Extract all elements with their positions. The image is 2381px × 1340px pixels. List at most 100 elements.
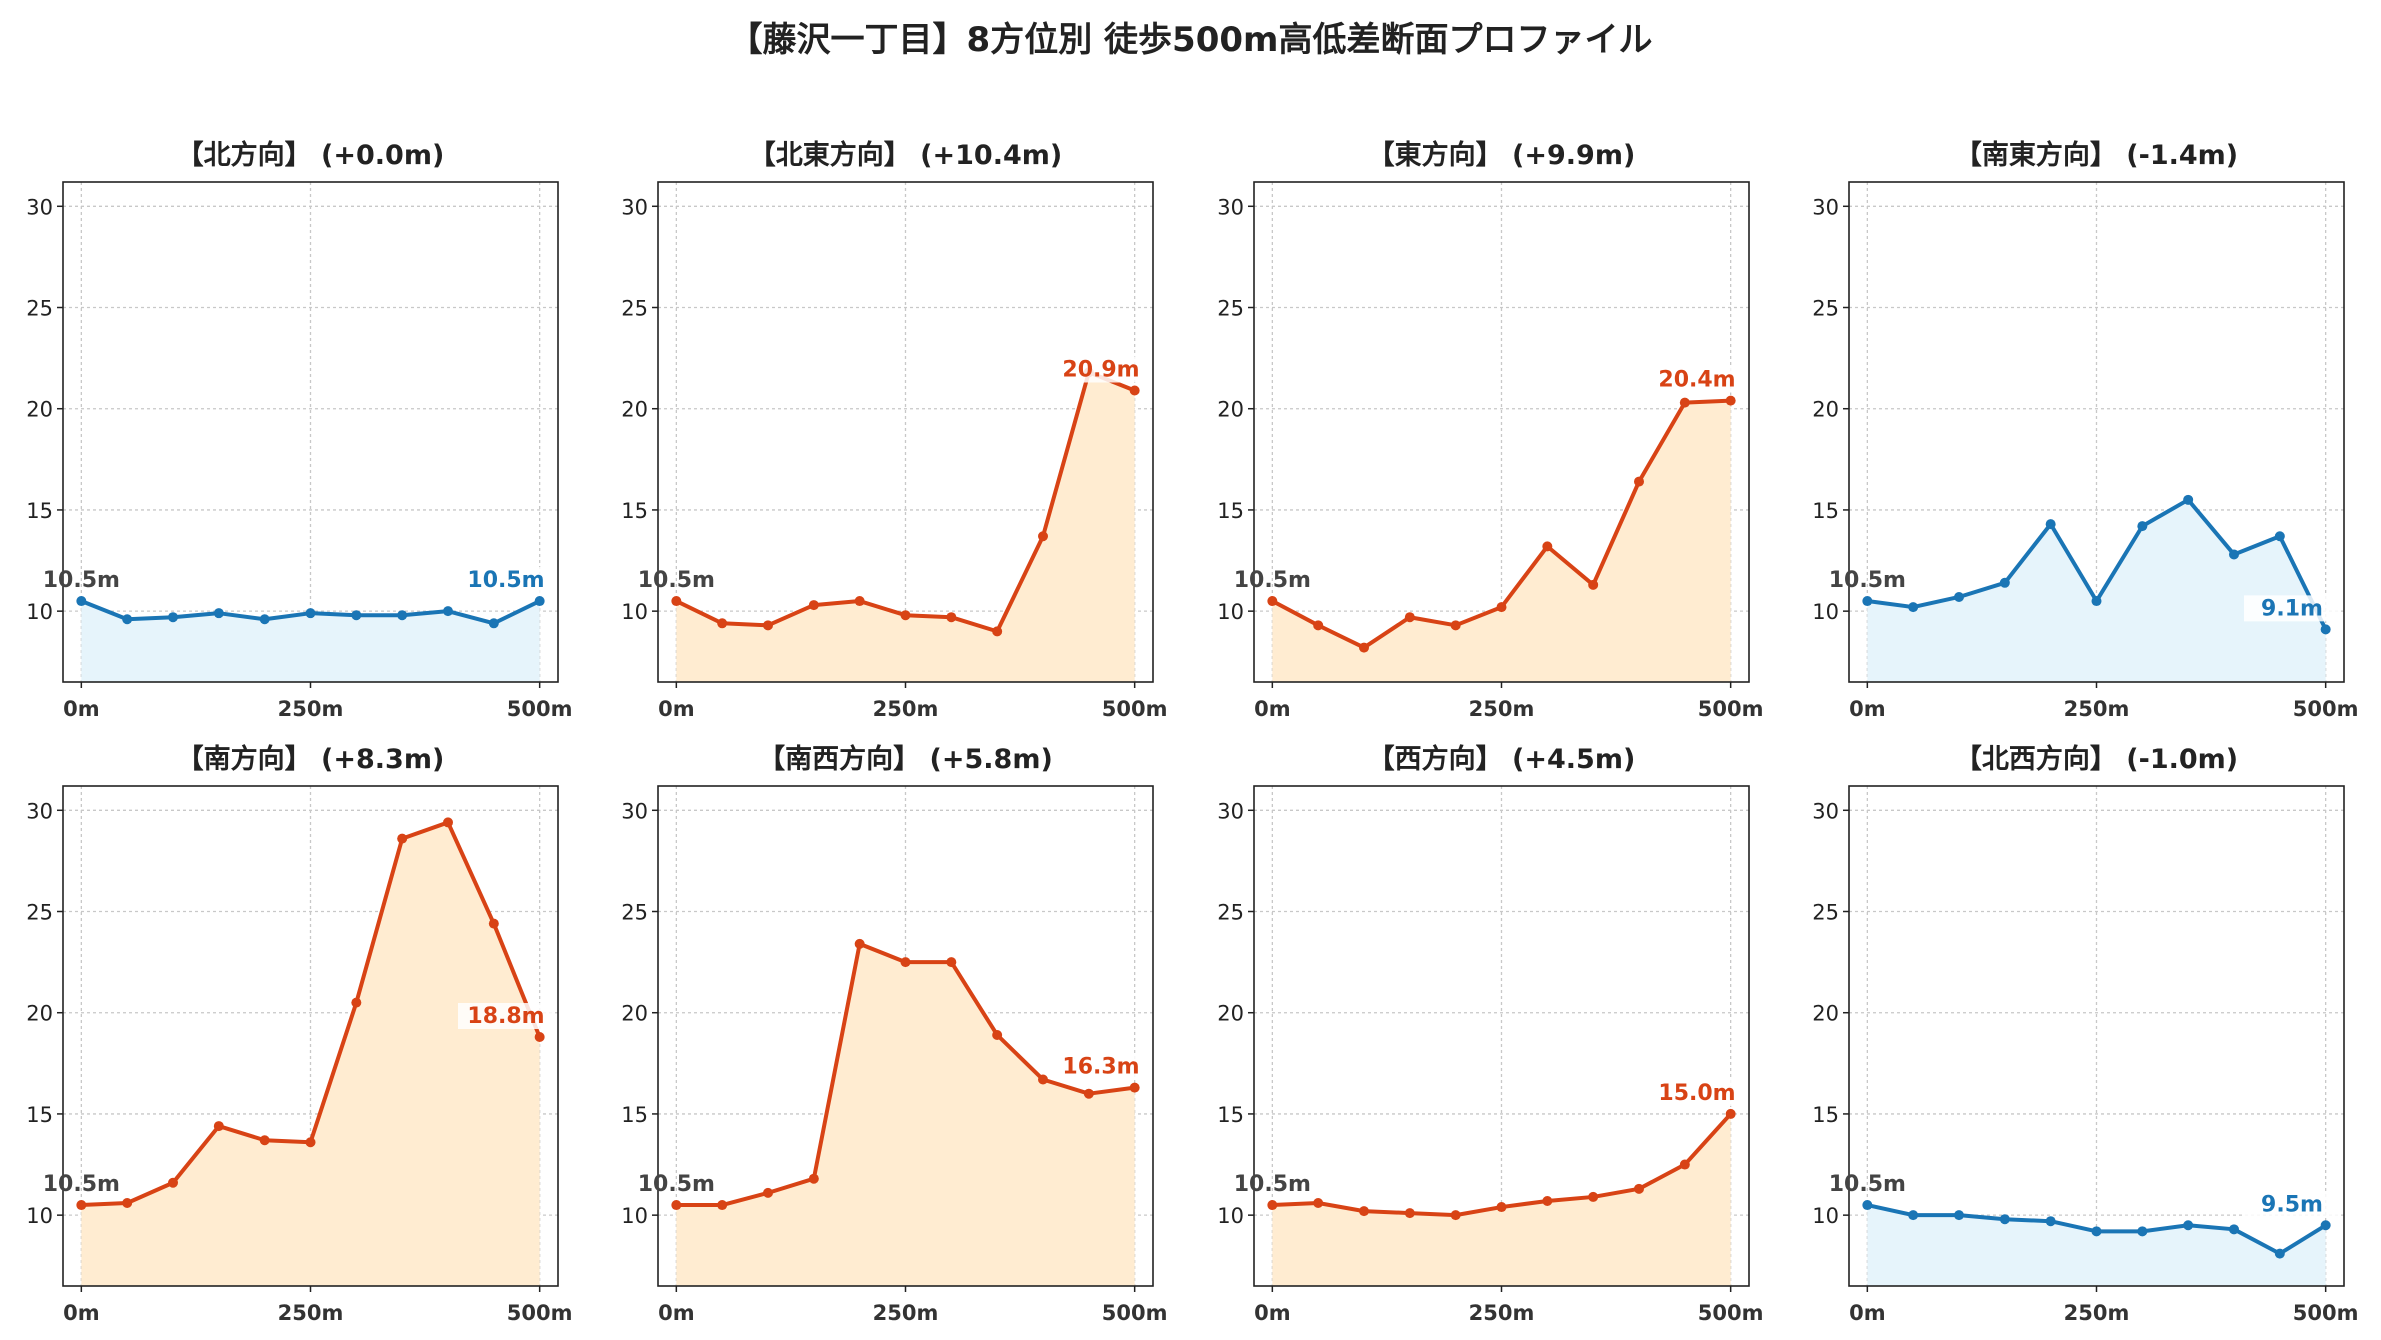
data-point (351, 997, 362, 1008)
page-title: 【藤沢一丁目】8方位別 徒歩500m高低差断面プロファイル (728, 20, 1653, 60)
end-label-bg (458, 1003, 554, 1030)
end-label-bg (458, 567, 554, 594)
y-tick-label: 20 (1217, 1002, 1244, 1026)
y-tick-label: 10 (1217, 600, 1244, 624)
chart-panel-7: 【北西方向】 (-1.0m) 10 15 20 25 30 0m 250m 500m 10.5m 9… (1812, 743, 2358, 1325)
y-tick-label: 10 (1812, 600, 1839, 624)
plot-frame (657, 181, 1154, 683)
data-point (168, 1177, 178, 1188)
data-point (1313, 620, 1324, 631)
data-point (1496, 1202, 1507, 1213)
chart-panel-3: 【南東方向】 (-1.4m) 10 15 20 25 30 0m 250m 500m 10.5m 9… (1812, 139, 2358, 721)
start-value-label: 10.5m (43, 1172, 120, 1197)
y-tick-label: 30 (1217, 195, 1244, 219)
data-point (763, 620, 773, 631)
start-value-label: 10.5m (1234, 1172, 1311, 1197)
data-point (488, 918, 499, 929)
data-point (2229, 549, 2239, 560)
end-value-label: 9.1m (2261, 596, 2323, 621)
x-tick-label: 0m (658, 697, 695, 721)
y-tick-label: 30 (621, 799, 648, 823)
data-point (671, 1200, 682, 1211)
x-tick-label: 250m (2064, 1301, 2130, 1325)
x-tick-label: 500m (1698, 697, 1764, 721)
data-point (808, 1173, 819, 1184)
x-tick-label: 0m (63, 697, 100, 721)
data-point (397, 833, 408, 844)
end-value-label: 15.0m (1658, 1081, 1735, 1106)
chart-panel-0: 【北方向】 (+0.0m) 10 15 20 25 30 0m 250m 500m 10.5m 10… (26, 139, 572, 721)
data-point (717, 1200, 728, 1211)
x-tick-label: 500m (507, 697, 573, 721)
y-tick-label: 30 (621, 195, 648, 219)
end-value-label: 18.8m (467, 1004, 544, 1029)
chart-panel-4: 【南方向】 (+8.3m) 10 15 20 25 30 0m 250m 500m 10.5m 18… (26, 743, 572, 1325)
data-point (717, 618, 728, 629)
data-point (2320, 624, 2331, 635)
data-point (763, 1187, 773, 1198)
data-point (1588, 1191, 1599, 1202)
y-tick-label: 20 (1812, 1002, 1839, 1026)
data-point (534, 1032, 545, 1043)
data-point (1908, 1210, 1919, 1221)
data-point (122, 1198, 133, 1209)
y-tick-label: 20 (1812, 398, 1839, 422)
data-point (1634, 476, 1644, 487)
end-label-bg (1053, 356, 1149, 383)
data-point (900, 610, 911, 621)
x-tick-label: 500m (1102, 697, 1168, 721)
x-tick-label: 0m (658, 1301, 695, 1325)
data-point (1542, 1195, 1553, 1206)
y-tick-label: 10 (621, 1204, 648, 1228)
data-point (946, 612, 957, 623)
start-value-label: 10.5m (43, 568, 120, 593)
end-label-bg (2244, 595, 2340, 622)
end-label-bg (2244, 1191, 2340, 1218)
y-tick-label: 15 (1217, 499, 1244, 523)
y-tick-label: 20 (26, 1002, 53, 1026)
y-tick-label: 15 (621, 1103, 648, 1127)
data-point (259, 1135, 270, 1146)
data-point (1404, 1208, 1415, 1219)
chart-panel-1: 【北東方向】 (+10.4m) 10 15 20 25 30 0m 250m 500m 10.5m… (621, 139, 1167, 721)
data-point (1267, 596, 1278, 607)
chart-title: 【南東方向】 (-1.4m) (1955, 139, 2238, 171)
chart-panel-5: 【南西方向】 (+5.8m) 10 15 20 25 30 0m 250m 500m 10.5m 1… (621, 743, 1167, 1325)
area-fill (676, 372, 1135, 682)
data-point (1450, 1210, 1461, 1221)
x-tick-label: 0m (63, 1301, 100, 1325)
start-value-label: 10.5m (638, 568, 715, 593)
x-tick-label: 500m (1102, 1301, 1168, 1325)
data-point (1954, 1210, 1964, 1221)
start-value-label: 10.5m (1829, 1172, 1906, 1197)
y-tick-label: 30 (26, 799, 53, 823)
data-point (305, 608, 316, 619)
data-point (1129, 385, 1140, 396)
y-tick-label: 15 (26, 1103, 53, 1127)
x-tick-label: 250m (1469, 1301, 1535, 1325)
x-tick-label: 500m (2293, 697, 2359, 721)
end-value-label: 9.5m (2261, 1192, 2323, 1217)
data-point (76, 596, 87, 607)
y-tick-label: 25 (26, 297, 53, 321)
data-point (534, 596, 545, 607)
y-tick-label: 15 (1217, 1103, 1244, 1127)
data-point (1679, 1159, 1690, 1170)
x-tick-label: 500m (507, 1301, 573, 1325)
data-point (213, 608, 224, 619)
data-point (854, 938, 865, 949)
chart-panel-2: 【東方向】 (+9.9m) 10 15 20 25 30 0m 250m 500m 10.5m 20… (1217, 139, 1763, 721)
data-point (2229, 1224, 2239, 1235)
end-value-label: 10.5m (467, 568, 544, 593)
start-value-label: 10.5m (1829, 568, 1906, 593)
data-point (992, 626, 1003, 637)
data-point (1313, 1198, 1324, 1209)
data-point (854, 596, 865, 607)
start-value-label: 10.5m (1234, 568, 1311, 593)
data-point (1862, 596, 1873, 607)
x-tick-label: 0m (1849, 1301, 1886, 1325)
area-fill (676, 943, 1135, 1286)
area-fill (1272, 400, 1731, 682)
end-value-label: 20.9m (1062, 358, 1139, 383)
